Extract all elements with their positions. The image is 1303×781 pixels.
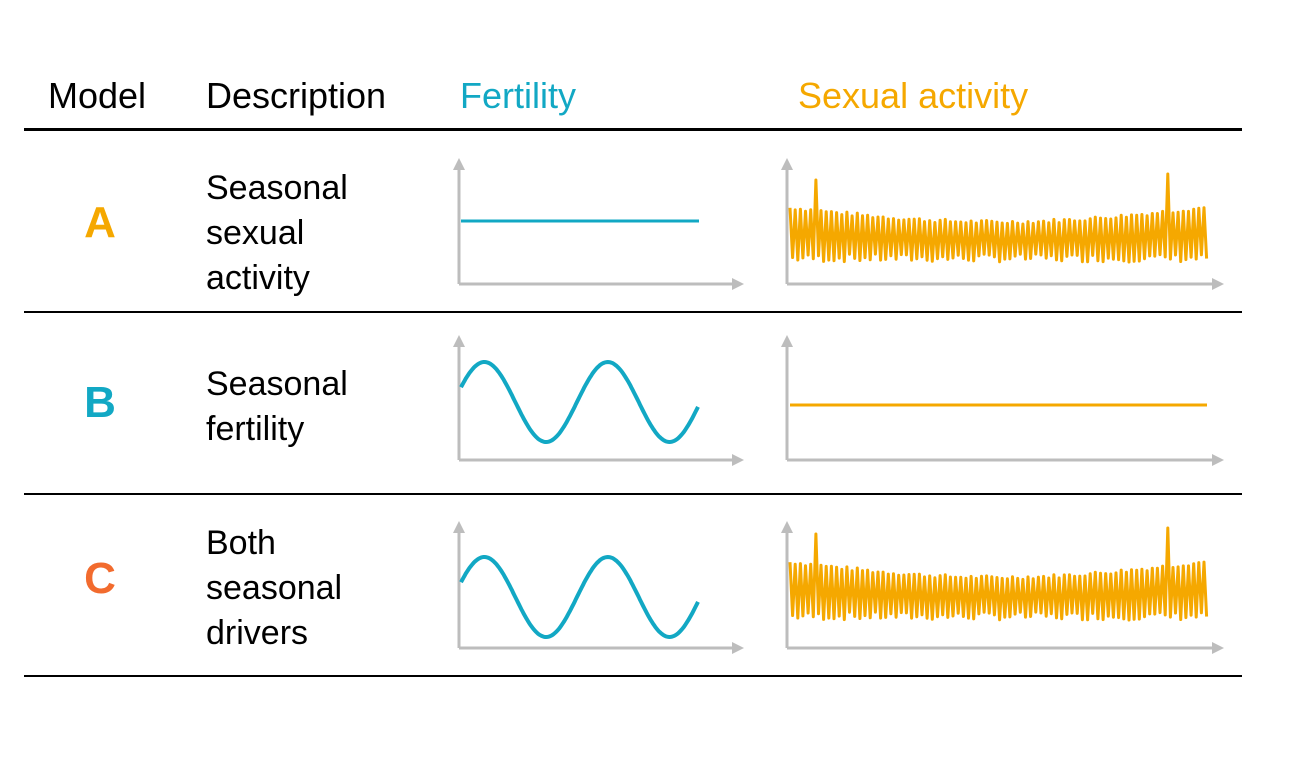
fertility-seasonal-curve-b — [459, 359, 700, 445]
fertility-b-y-axis-arrow — [453, 335, 465, 347]
model-description-b: Seasonal fertility — [206, 362, 348, 452]
model-description-c: Both seasonal drivers — [206, 521, 342, 656]
description-line: fertility — [206, 410, 305, 448]
header-description: Description — [206, 75, 387, 116]
sexual-activity-a-y-axis-arrow — [781, 158, 793, 170]
sexual-activity-seasonal-line-c — [788, 526, 1209, 622]
fertility-b-x-axis-arrow — [732, 454, 744, 466]
header-model: Model — [48, 75, 147, 116]
description-line: Both — [206, 524, 276, 562]
model-description-a: Seasonal sexual activity — [206, 166, 348, 301]
model-letter-a: A — [84, 198, 116, 247]
sexual-activity-b-y-axis-arrow — [781, 335, 793, 347]
sexual-activity-c-y-axis-arrow — [781, 521, 793, 533]
sexual-activity-a-x-axis-arrow — [1212, 278, 1224, 290]
row-divider-c — [24, 675, 1242, 677]
header-fertility: Fertility — [460, 75, 576, 116]
fertility-a-x-axis-arrow — [732, 278, 744, 290]
description-line: seasonal — [206, 569, 343, 607]
sexual-activity-seasonal-line-a — [788, 172, 1209, 264]
description-line: sexual — [206, 214, 305, 252]
sexual-activity-b-x-axis-arrow — [1212, 454, 1224, 466]
description-line: drivers — [206, 614, 309, 652]
description-line: Seasonal — [206, 365, 348, 403]
fertility-c-x-axis-arrow — [732, 642, 744, 654]
fertility-c-y-axis-arrow — [453, 521, 465, 533]
model-letter-b: B — [84, 378, 116, 427]
header-rule — [24, 128, 1242, 131]
fertility-a-y-axis-arrow — [453, 158, 465, 170]
fertility-seasonal-curve-c — [459, 554, 700, 640]
row-divider-a — [24, 311, 1242, 313]
description-line: activity — [206, 259, 310, 297]
row-divider-b — [24, 493, 1242, 495]
description-line: Seasonal — [206, 169, 348, 207]
sexual-activity-c-x-axis-arrow — [1212, 642, 1224, 654]
header-sexual-activity: Sexual activity — [798, 75, 1029, 116]
model-letter-c: C — [84, 554, 116, 603]
